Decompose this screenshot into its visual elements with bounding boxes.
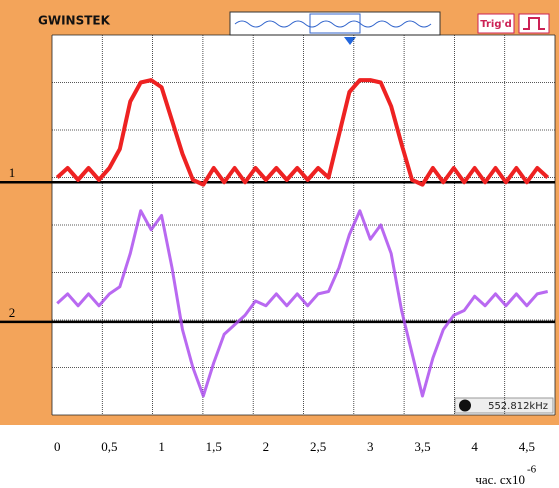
brand-logo: GWINSTEK — [38, 14, 111, 28]
x-tick-label: 4,5 — [519, 439, 535, 454]
overview-box — [230, 12, 440, 35]
x-tick-label: 1 — [158, 439, 165, 454]
channel-label: 2 — [9, 305, 16, 320]
x-tick-label: 3,5 — [414, 439, 430, 454]
freq-readout: 552.812kHz — [488, 401, 548, 412]
edge-icon-box — [519, 14, 549, 33]
x-tick-label: 2 — [263, 439, 270, 454]
x-tick-label: 0 — [54, 439, 61, 454]
x-tick-label: 0,5 — [101, 439, 117, 454]
x-axis-exponent: -6 — [527, 464, 537, 476]
x-tick-label: 2,5 — [310, 439, 326, 454]
trigger-status: Trig'd — [480, 19, 511, 30]
freq-icon — [459, 400, 471, 412]
channel-label: 1 — [9, 165, 16, 180]
x-tick-label: 4 — [471, 439, 478, 454]
x-tick-label: 3 — [367, 439, 374, 454]
x-tick-label: 1,5 — [206, 439, 222, 454]
oscilloscope-chart: GWINSTEK Trig'd 552.812kHz час. сх10 -6 … — [0, 0, 559, 488]
x-axis-label: час. сх10 — [475, 472, 525, 487]
